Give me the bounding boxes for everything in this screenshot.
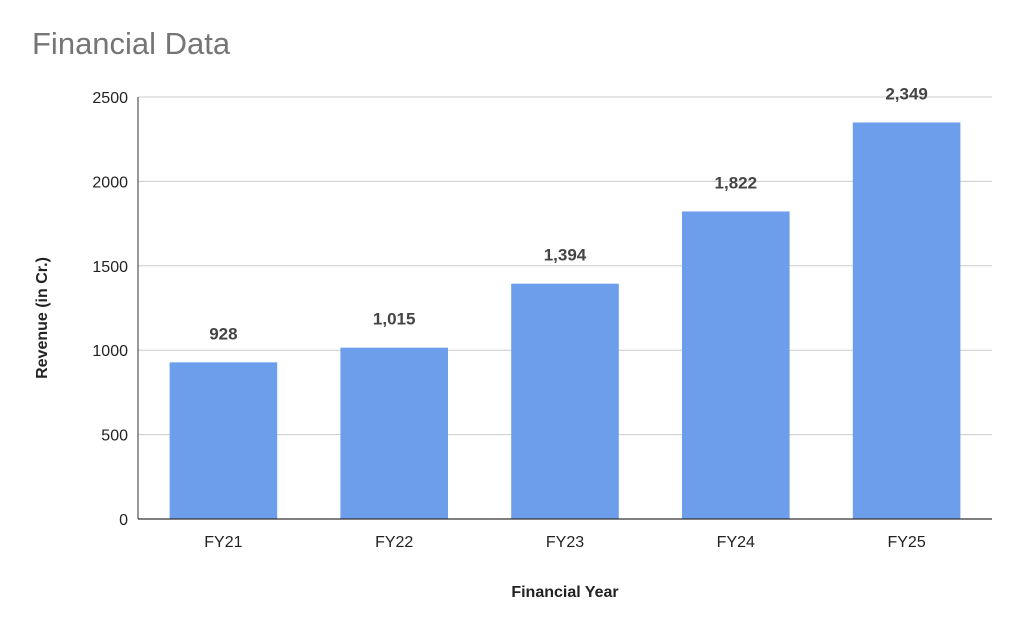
bar [511, 283, 619, 519]
gridlines [138, 96, 992, 436]
x-tick-label: FY23 [546, 534, 584, 551]
x-tick-label: FY24 [717, 534, 755, 551]
axes: 0 500 1000 1500 2000 2500 FY21 FY22 FY23 FY24 FY25 [92, 90, 992, 551]
x-axis-title: Financial Year [511, 584, 618, 601]
x-tick-label: FY21 [204, 534, 242, 551]
bars: 928 1,015 1,394 1,822 2,349 [169, 84, 961, 519]
y-tick-label: 2500 [92, 90, 128, 107]
data-label: 1,394 [544, 246, 587, 265]
y-tick-label: 1500 [92, 259, 128, 276]
bar [340, 347, 449, 519]
x-tick-label: FY25 [887, 534, 925, 551]
data-label: 2,349 [885, 84, 928, 103]
chart-title: Financial Data [32, 26, 231, 61]
y-tick-label: 2000 [92, 174, 128, 191]
y-tick-label: 1000 [92, 343, 128, 360]
y-tick-label: 500 [101, 428, 128, 445]
y-tick-label: 0 [119, 512, 128, 529]
x-tick-label: FY22 [375, 534, 413, 551]
data-label: 1,015 [373, 310, 416, 329]
y-axis-title: Revenue (in Cr.) [34, 257, 51, 379]
bar [681, 211, 790, 519]
bar [852, 122, 961, 519]
data-label: 1,822 [715, 173, 758, 192]
bar [169, 362, 278, 519]
data-label: 928 [209, 324, 237, 343]
